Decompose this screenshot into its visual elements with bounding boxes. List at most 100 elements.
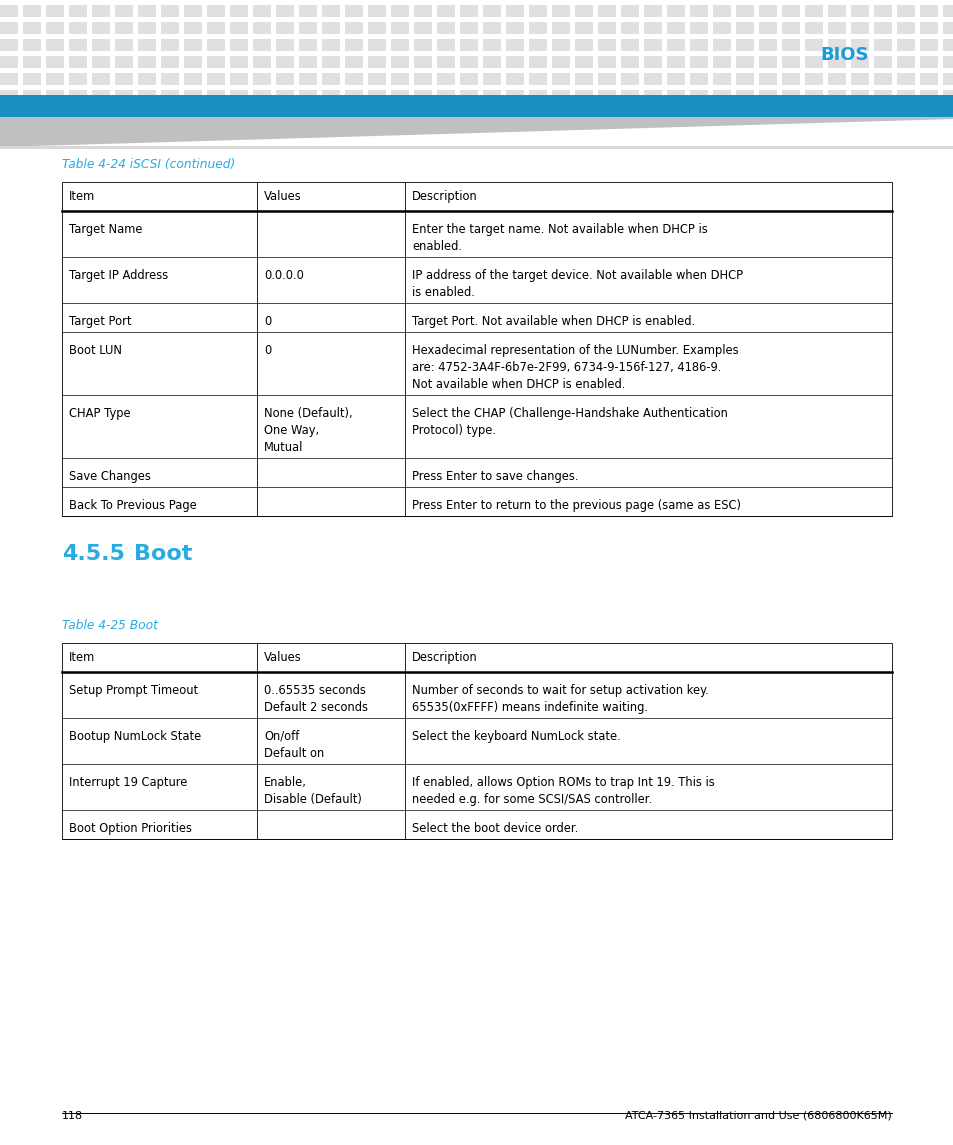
Text: Press Enter to save changes.: Press Enter to save changes.	[412, 469, 578, 483]
Bar	[459, 90, 477, 102]
Bar	[735, 90, 753, 102]
Bar	[689, 5, 707, 17]
Bar	[69, 90, 87, 102]
Bar	[827, 90, 845, 102]
Bar	[62, 182, 891, 516]
Bar	[115, 56, 132, 68]
Text: Select the boot device order.: Select the boot device order.	[412, 822, 578, 835]
Bar	[0, 73, 18, 85]
Text: Target Port. Not available when DHCP is enabled.: Target Port. Not available when DHCP is …	[412, 315, 695, 327]
Bar	[482, 56, 500, 68]
Bar	[46, 22, 64, 34]
Bar	[345, 5, 363, 17]
Bar	[827, 56, 845, 68]
Text: Save Changes: Save Changes	[69, 469, 151, 483]
Text: 4.5.5: 4.5.5	[62, 544, 125, 564]
Bar	[482, 90, 500, 102]
Bar	[942, 39, 953, 52]
Bar	[505, 73, 523, 85]
Text: Enter the target name. Not available when DHCP is: Enter the target name. Not available whe…	[412, 223, 707, 236]
Bar	[23, 90, 41, 102]
Bar	[482, 39, 500, 52]
Bar	[552, 90, 569, 102]
Bar	[759, 56, 776, 68]
Bar	[919, 90, 937, 102]
Bar	[161, 22, 179, 34]
Bar	[896, 90, 914, 102]
Bar	[552, 73, 569, 85]
Bar	[275, 56, 294, 68]
Bar	[368, 73, 386, 85]
Text: On/off: On/off	[264, 729, 299, 743]
Bar	[529, 39, 546, 52]
Bar	[575, 39, 593, 52]
Bar	[666, 5, 684, 17]
Bar	[735, 73, 753, 85]
Bar	[345, 39, 363, 52]
Text: Table 4-25 Boot: Table 4-25 Boot	[62, 619, 157, 632]
Bar	[115, 90, 132, 102]
Bar	[207, 22, 225, 34]
Bar	[804, 5, 822, 17]
Bar	[322, 73, 339, 85]
Bar	[529, 90, 546, 102]
Bar	[505, 22, 523, 34]
Polygon shape	[0, 117, 953, 147]
Bar	[62, 643, 891, 839]
Bar	[253, 5, 271, 17]
Text: Disable (Default): Disable (Default)	[264, 792, 361, 806]
Bar	[69, 22, 87, 34]
Bar	[436, 22, 455, 34]
Text: 0: 0	[264, 344, 271, 357]
Bar	[643, 22, 661, 34]
Bar	[942, 73, 953, 85]
Text: Item: Item	[69, 190, 95, 203]
Text: Target Port: Target Port	[69, 315, 132, 327]
Bar	[253, 39, 271, 52]
Bar	[620, 73, 639, 85]
Bar	[712, 39, 730, 52]
Bar	[138, 73, 156, 85]
Bar	[666, 56, 684, 68]
Bar	[575, 56, 593, 68]
Bar	[643, 90, 661, 102]
Bar	[298, 5, 316, 17]
Text: 118: 118	[62, 1111, 83, 1121]
Bar	[91, 90, 110, 102]
Bar	[275, 73, 294, 85]
Bar	[552, 5, 569, 17]
Bar	[391, 56, 409, 68]
Bar	[322, 22, 339, 34]
Bar	[850, 22, 868, 34]
Bar	[759, 39, 776, 52]
Bar	[46, 73, 64, 85]
Text: 65535(0xFFFF) means indefinite waiting.: 65535(0xFFFF) means indefinite waiting.	[412, 701, 647, 713]
Bar	[322, 39, 339, 52]
Bar	[69, 5, 87, 17]
Bar	[781, 90, 800, 102]
Bar	[184, 90, 202, 102]
Bar	[69, 56, 87, 68]
Bar	[666, 39, 684, 52]
Bar	[345, 56, 363, 68]
Bar	[643, 39, 661, 52]
Bar	[23, 39, 41, 52]
Bar	[253, 90, 271, 102]
Bar	[850, 73, 868, 85]
Bar	[69, 39, 87, 52]
Bar	[896, 5, 914, 17]
Text: Values: Values	[264, 652, 301, 664]
Text: Description: Description	[412, 652, 477, 664]
Text: Target Name: Target Name	[69, 223, 142, 236]
Bar	[391, 73, 409, 85]
Bar	[804, 73, 822, 85]
Text: Hexadecimal representation of the LUNumber. Examples: Hexadecimal representation of the LUNumb…	[412, 344, 738, 357]
Bar	[298, 39, 316, 52]
Bar	[436, 5, 455, 17]
Bar	[759, 73, 776, 85]
Bar	[115, 22, 132, 34]
Text: ATCA-7365 Installation and Use (6806800K65M): ATCA-7365 Installation and Use (6806800K…	[624, 1111, 891, 1121]
Text: Values: Values	[264, 190, 301, 203]
Bar	[712, 73, 730, 85]
Bar	[459, 56, 477, 68]
